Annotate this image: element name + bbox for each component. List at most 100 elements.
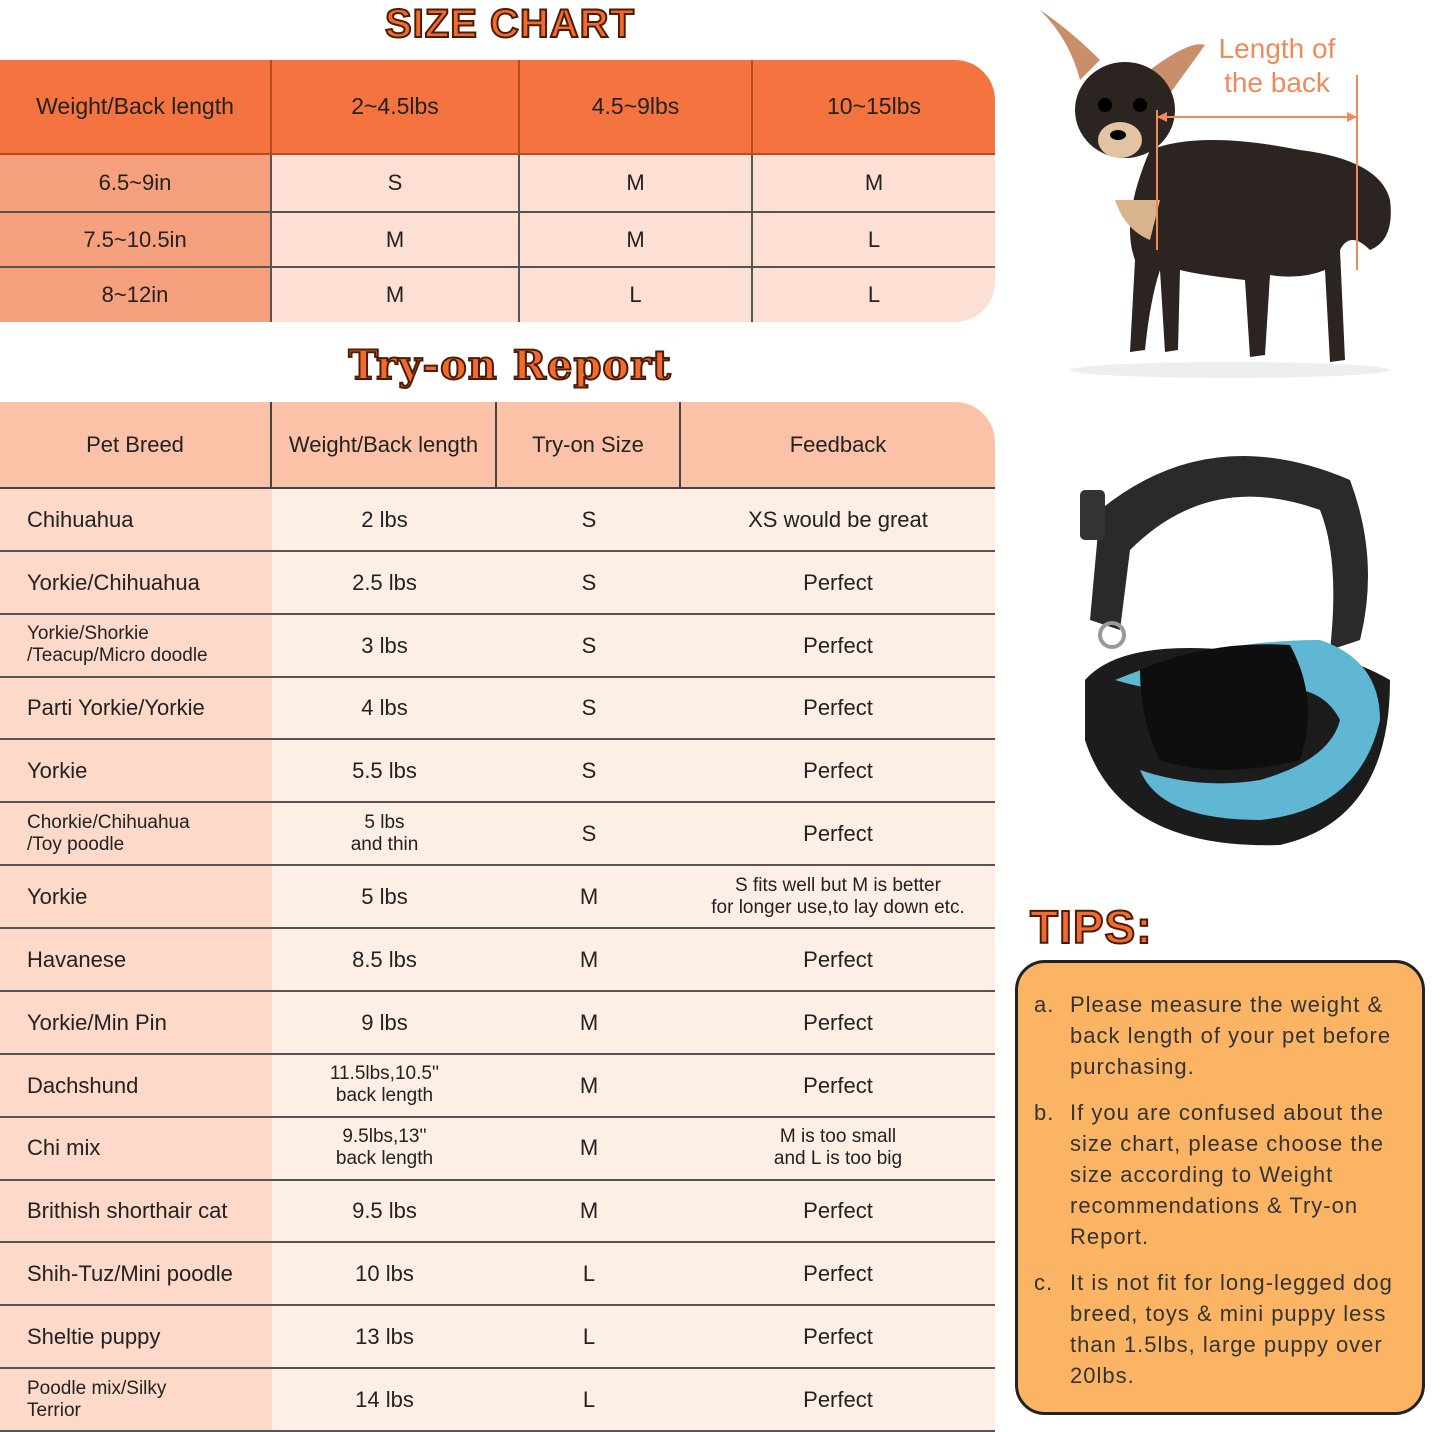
report-cell: Perfect	[681, 740, 995, 804]
breed-cell: Yorkie	[0, 866, 272, 930]
breed-cell: Yorkie	[0, 740, 272, 804]
report-cell: Perfect	[681, 929, 995, 992]
row-label: 7.5~10.5in	[0, 213, 272, 268]
report-cell: Perfect	[681, 1243, 995, 1307]
header-cell: Weight/Back length	[0, 60, 272, 155]
report-cell: S	[497, 551, 681, 615]
tip-item: a. Please measure the weight & back lengt…	[1034, 989, 1408, 1082]
report-cell: XS would be great	[681, 489, 995, 552]
report-cell: M	[497, 991, 681, 1055]
row-label: 8~12in	[0, 268, 272, 322]
report-cell: S	[497, 489, 681, 552]
breed-cell: Chorkie/Chihuahua /Toy poodle	[0, 803, 272, 867]
header-cell: Feedback	[681, 402, 995, 489]
dog-illustration: Length of the back	[1040, 10, 1391, 378]
header-cell: 2~4.5lbs	[272, 60, 520, 155]
report-cell: 9.5 lbs	[272, 1180, 497, 1244]
report-cell: 3 lbs	[272, 614, 497, 678]
report-cell: 2 lbs	[272, 489, 497, 552]
report-cell: Perfect	[681, 1054, 995, 1118]
report-cell: Perfect	[681, 1180, 995, 1244]
tips-title: TIPS:	[1029, 900, 1153, 954]
tip-text: It is not fit for long-legged dog breed,…	[1070, 1270, 1393, 1388]
breed-cell: Parti Yorkie/Yorkie	[0, 677, 272, 741]
report-cell: Perfect	[681, 1306, 995, 1370]
header-cell: Weight/Back length	[272, 402, 497, 489]
header-cell: 4.5~9lbs	[520, 60, 753, 155]
report-cell: 11.5lbs,10.5'' back length	[272, 1054, 497, 1118]
report-cell: Perfect	[681, 614, 995, 678]
size-chart-title: SIZE CHART	[384, 1, 635, 47]
report-cell: S fits well but M is better for longer u…	[681, 866, 995, 930]
report-cell: L	[497, 1369, 681, 1432]
report-cell: 13 lbs	[272, 1306, 497, 1370]
header-cell: Try-on Size	[497, 402, 681, 489]
report-cell: 2.5 lbs	[272, 551, 497, 615]
breed-cell: Chi mix	[0, 1117, 272, 1181]
try-on-title: Try-on Report	[347, 341, 672, 390]
report-cell: M	[497, 929, 681, 992]
tips-box: a. Please measure the weight & back lengt…	[1015, 960, 1425, 1415]
breed-cell: Poodle mix/Silky Terrior	[0, 1369, 272, 1432]
header-cell: Pet Breed	[0, 402, 272, 489]
tip-item: c. It is not fit for long-legged dog bree…	[1034, 1267, 1408, 1391]
breed-cell: Yorkie/Min Pin	[0, 991, 272, 1055]
breed-cell: Havanese	[0, 929, 272, 992]
tip-marker: a.	[1034, 992, 1055, 1017]
report-cell: M	[497, 1054, 681, 1118]
report-cell: M	[497, 1180, 681, 1244]
report-cell: Perfect	[681, 677, 995, 741]
header-cell: 10~15lbs	[753, 60, 995, 155]
breed-cell: Yorkie/Shorkie /Teacup/Micro doodle	[0, 614, 272, 678]
carrier-illustration	[1080, 456, 1390, 846]
breed-cell: Chihuahua	[0, 489, 272, 552]
breed-cell: Sheltie puppy	[0, 1306, 272, 1370]
breed-cell: Dachshund	[0, 1054, 272, 1118]
tip-text: Please measure the weight & back length …	[1070, 992, 1392, 1079]
report-cell: Perfect	[681, 803, 995, 867]
report-cell: S	[497, 614, 681, 678]
size-cell: M	[520, 213, 753, 268]
size-cell: M	[272, 213, 520, 268]
report-cell: S	[497, 677, 681, 741]
row-label: 6.5~9in	[0, 155, 272, 213]
report-cell: 5.5 lbs	[272, 740, 497, 804]
report-cell: 5 lbs	[272, 866, 497, 930]
report-cell: 5 lbs and thin	[272, 803, 497, 867]
tip-item: b. If you are confused about the size cha…	[1034, 1097, 1408, 1252]
size-cell: L	[520, 268, 753, 322]
report-cell: M is too small and L is too big	[681, 1117, 995, 1181]
report-cell: L	[497, 1306, 681, 1370]
measure-label: the back	[1224, 67, 1331, 98]
breed-cell: Brithish shorthair cat	[0, 1180, 272, 1244]
tip-text: If you are confused about the size chart…	[1070, 1100, 1384, 1249]
size-cell: L	[753, 268, 995, 322]
breed-cell: Yorkie/Chihuahua	[0, 551, 272, 615]
report-cell: S	[497, 740, 681, 804]
try-on-table: Pet Breed Weight/Back length Try-on Size Fe…	[0, 402, 995, 1432]
report-cell: 14 lbs	[272, 1369, 497, 1432]
size-cell: L	[753, 213, 995, 268]
report-cell: Perfect	[681, 991, 995, 1055]
size-cell: M	[520, 155, 753, 213]
report-cell: Perfect	[681, 1369, 995, 1432]
size-cell: M	[272, 268, 520, 322]
report-cell: M	[497, 866, 681, 930]
report-cell: L	[497, 1243, 681, 1307]
report-cell: S	[497, 803, 681, 867]
size-cell: M	[753, 155, 995, 213]
report-cell: 10 lbs	[272, 1243, 497, 1307]
report-cell: 9.5lbs,13'' back length	[272, 1117, 497, 1181]
report-cell: Perfect	[681, 551, 995, 615]
breed-cell: Shih-Tuz/Mini poodle	[0, 1243, 272, 1307]
report-cell: 4 lbs	[272, 677, 497, 741]
report-cell: 9 lbs	[272, 991, 497, 1055]
report-cell: M	[497, 1117, 681, 1181]
tip-marker: c.	[1034, 1270, 1054, 1295]
size-chart: Weight/Back length 2~4.5lbs 4.5~9lbs 10~15l…	[0, 60, 995, 322]
tip-marker: b.	[1034, 1100, 1055, 1125]
size-cell: S	[272, 155, 520, 213]
measure-label: Length of	[1219, 33, 1336, 64]
report-cell: 8.5 lbs	[272, 929, 497, 992]
